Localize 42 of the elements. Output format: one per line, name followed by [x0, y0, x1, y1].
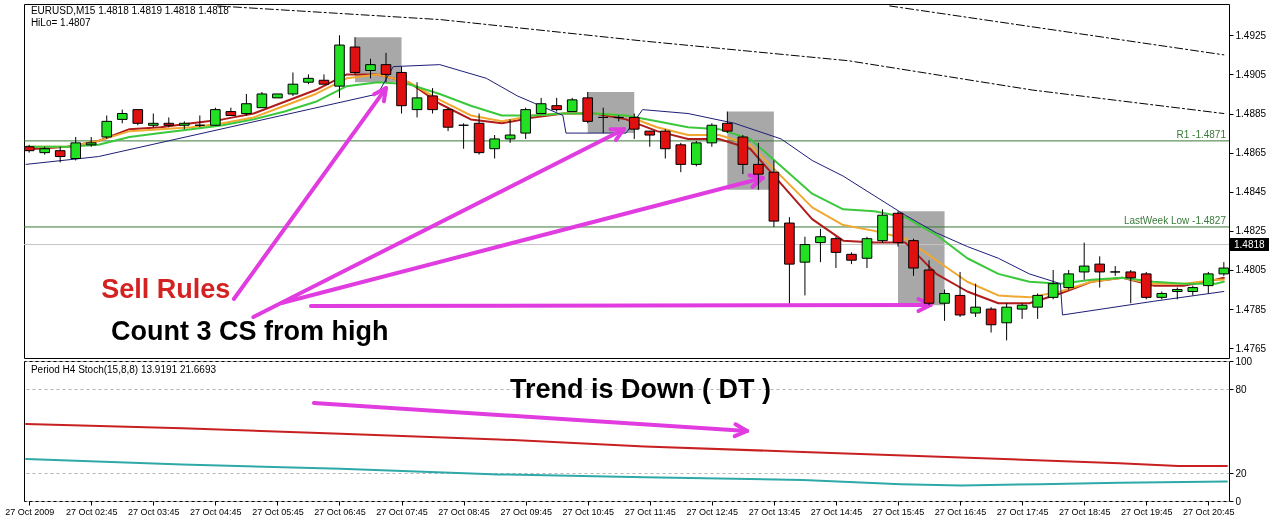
y-tick-label: 1.4845	[1235, 186, 1267, 198]
text: HiLo= 1.4807	[30, 17, 92, 28]
y-tick-label: 1.4885	[1235, 108, 1267, 120]
annotation: Count 3 CS from high	[110, 316, 389, 346]
x-tick-label: 27 Oct 06:45	[314, 506, 366, 517]
y-tick-label: 1.4925	[1235, 29, 1267, 41]
x-tick-label: 27 Oct 11:45	[624, 506, 676, 517]
y-tick-label: 80	[1235, 383, 1248, 395]
y-tick-label: 1.4785	[1235, 303, 1267, 315]
y-tick-label: 0	[1235, 495, 1242, 507]
x-tick-label: 27 Oct 05:45	[252, 506, 304, 517]
annotation: Sell Rules	[101, 274, 231, 304]
y-tick-label: 20	[1235, 467, 1248, 479]
x-tick-label: 27 Oct 12:45	[686, 506, 739, 517]
x-tick-label: 27 Oct 19:45	[1120, 506, 1173, 517]
y-tick-label: 1.4825	[1235, 225, 1267, 237]
x-tick-label: 27 Oct 08:45	[438, 506, 490, 517]
x-tick-label: 27 Oct 15:45	[872, 506, 925, 517]
x-tick-label: 27 Oct 09:45	[500, 506, 552, 517]
x-tick-label: 27 Oct 18:45	[1058, 506, 1111, 517]
x-tick-label: 27 Oct 20:45	[1183, 506, 1235, 517]
x-tick-label: 27 Oct 14:45	[810, 506, 863, 517]
annotation: Trend is Down ( DT )	[509, 374, 771, 404]
y-tick-label: 1.4905	[1235, 68, 1267, 80]
y-tick-label: 1.4865	[1235, 147, 1267, 159]
y-tick-label: 1.4765	[1235, 342, 1267, 354]
x-tick-label: 27 Oct 02:45	[65, 506, 118, 517]
y-tick-label: 1.4805	[1235, 264, 1267, 276]
ref-line-label: 1.4818	[1234, 238, 1266, 250]
chart-title: EURUSD,M15 1.4818 1.4819 1.4818 1.4818	[30, 5, 230, 16]
ref-line-label: R1 -1.4871	[1176, 128, 1227, 140]
x-tick-label: 27 Oct 10:45	[562, 506, 614, 517]
x-tick-label: 27 Oct 07:45	[376, 506, 428, 517]
x-tick-label: 27 Oct 17:45	[996, 506, 1049, 517]
x-tick-label: 27 Oct 2009	[5, 506, 55, 517]
x-tick-label: 27 Oct 04:45	[190, 506, 242, 517]
x-tick-label: 27 Oct 13:45	[748, 506, 801, 517]
chart-title: Period H4 Stoch(15,8,8) 13.9191 21.6693	[30, 364, 217, 375]
x-tick-label: 27 Oct 03:45	[128, 506, 180, 517]
y-tick-label: 100	[1235, 355, 1253, 367]
ref-line-label: LastWeek Low -1.4827	[1123, 214, 1227, 226]
x-tick-label: 27 Oct 16:45	[934, 506, 987, 517]
